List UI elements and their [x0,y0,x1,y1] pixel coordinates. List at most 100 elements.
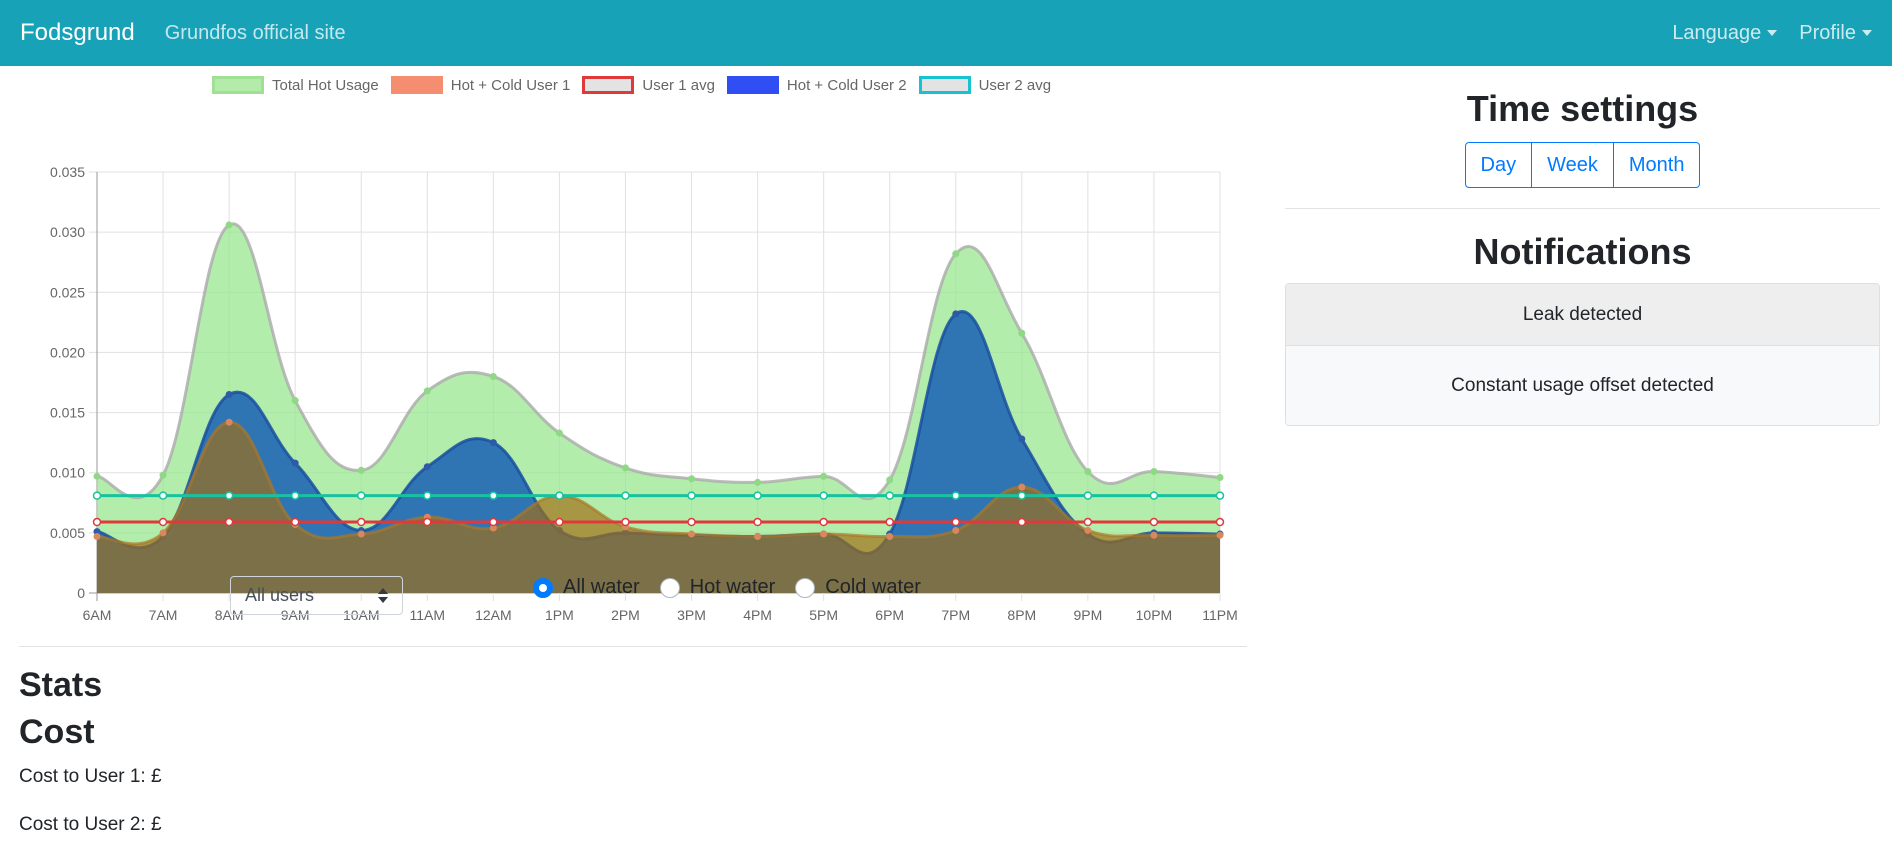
profile-dropdown[interactable]: Profile [1799,22,1872,45]
y-tick-label: 0.010 [50,465,85,481]
user-select[interactable]: All users [230,576,403,615]
x-tick-label: 5PM [809,607,838,623]
y-tick-label: 0.015 [50,405,85,421]
caret-down-icon [1767,30,1778,36]
radio-button[interactable] [659,577,680,598]
data-point [489,517,498,527]
legend-swatch [390,76,443,94]
time-range-buttons: Day Week Month [1285,142,1880,188]
data-point [753,517,762,527]
data-point [687,491,696,500]
data-point [819,491,828,500]
chart-legend: Total Hot Usage Hot + Cold User 1 User 1… [212,76,1051,94]
x-tick-label: 7PM [941,607,970,623]
x-tick-label: 8PM [1007,607,1036,623]
data-point [159,529,167,537]
data-point [489,491,498,500]
time-settings-title: Time settings [1466,88,1699,129]
data-point [1150,468,1158,476]
data-point [357,466,365,474]
nav-right: Language Profile [1672,22,1872,45]
user-select-value: All users [245,585,315,605]
data-point [1018,483,1026,491]
data-point [224,517,234,527]
x-tick-label: 9PM [1073,607,1102,623]
x-tick-label: 6PM [875,607,904,623]
data-point [951,517,961,527]
data-point [291,397,299,405]
stats-title: Stats [19,666,103,704]
y-tick-label: 0.025 [50,284,85,300]
radio-label: Cold water [825,576,921,598]
data-point [688,475,696,483]
data-point [489,372,497,380]
data-point [819,517,828,527]
data-point [92,517,102,527]
legend-item-user1[interactable]: Hot + Cold User 1 [390,76,571,94]
x-tick-label: 10PM [1136,607,1173,623]
radio-button[interactable] [795,577,816,598]
data-point [489,524,497,532]
data-point [1215,517,1225,527]
data-point [158,517,168,527]
legend-label: Total Hot Usage [272,76,379,94]
radio-all-water[interactable]: All water [533,576,640,599]
data-point [820,472,828,480]
data-point [225,221,233,229]
radio-button[interactable] [533,577,553,598]
chart-controls: All users All water Hot water Cold water [0,576,1248,636]
data-point [621,491,630,500]
legend-swatch [212,76,264,94]
data-point [1017,517,1027,527]
day-button[interactable]: Day [1464,142,1533,188]
series-user1-area [97,422,1220,593]
legend-item-user2[interactable]: Hot + Cold User 2 [726,76,907,94]
data-point [290,491,300,500]
data-point [1018,435,1026,443]
legend-swatch [582,76,635,94]
week-button[interactable]: Week [1532,142,1614,188]
cost-user2: Cost to User 2: £ [19,814,162,836]
data-point [225,418,233,426]
water-type-radios: All water Hot water Cold water [533,576,921,599]
data-point [1216,474,1224,482]
data-point [754,532,762,540]
legend-label: Hot + Cold User 1 [450,76,571,94]
data-point [555,429,563,437]
data-point [1149,517,1159,527]
x-tick-label: 12AM [475,607,512,623]
data-point [92,491,102,500]
data-point [820,530,828,538]
language-dropdown[interactable]: Language [1672,22,1778,45]
data-point [1150,531,1158,539]
data-point [93,528,101,536]
data-point [1017,491,1027,500]
data-point [952,250,960,258]
water-usage-chart[interactable]: 0 0.005 0.010 0.015 0.020 0.025 0.030 0.035 6AM 7… [0,96,1248,636]
data-point [952,310,960,318]
notification-item[interactable]: Leak detected [1286,284,1879,345]
data-point [1216,531,1224,539]
brand-logo[interactable]: Fodsgrund [20,19,135,46]
data-point [621,517,630,527]
notification-item[interactable]: Constant usage offset detected [1286,345,1879,425]
navbar: Fodsgrund Grundfos official site Languag… [0,0,1892,66]
month-button[interactable]: Month [1613,142,1701,188]
data-point [423,463,431,471]
data-point [357,530,365,538]
data-point [93,472,101,480]
legend-item-user1-avg[interactable]: User 1 avg [582,76,715,94]
y-tick-label: 0.035 [50,164,85,180]
legend-item-total-hot[interactable]: Total Hot Usage [212,76,379,94]
y-tick-label: 0.005 [50,525,85,541]
official-site-link[interactable]: Grundfos official site [164,21,346,44]
data-point [1149,491,1159,500]
legend-item-user2-avg[interactable]: User 2 avg [918,76,1051,94]
radio-cold-water[interactable]: Cold water [795,576,921,599]
legend-label: User 1 avg [642,76,715,94]
data-point [688,530,696,538]
y-tick-label: 0.020 [50,344,85,360]
radio-hot-water[interactable]: Hot water [659,576,775,599]
data-point [423,491,432,500]
cost-user1: Cost to User 1: £ [19,766,162,788]
